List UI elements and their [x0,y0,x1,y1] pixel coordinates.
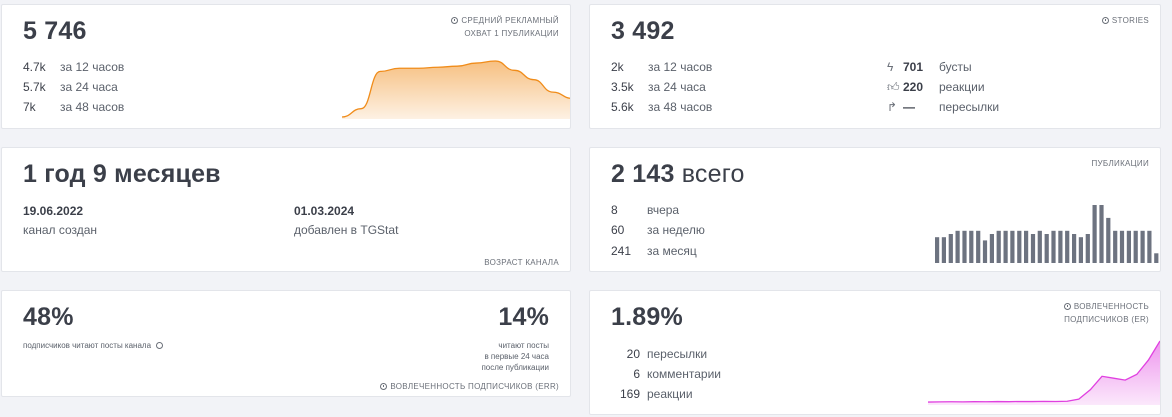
posts-bar [1044,234,1049,263]
stories-boosts: ϟ 701 бусты [887,57,972,77]
stories-reactions: 👍︎ 220 реакции [887,77,985,97]
posts-bar [955,230,960,263]
er-row-forwards: 20 пересылки [626,347,708,361]
age-value: 1 год 9 месяцев [23,160,221,188]
posts-bar [996,230,1001,263]
stories-forwards: ↱ — пересылки [887,97,999,117]
posts-bar [1010,230,1015,263]
posts-bar-chart [935,205,1159,263]
er-value: 1.89% [611,303,683,331]
age-corner-label: ВОЗРАСТ КАНАЛА [484,258,559,267]
info-icon [1063,303,1071,310]
age-card: 1 год 9 месяцев 19.06.2022 канал создан … [1,147,571,272]
reach-row-48h: 7k за 48 часов [23,100,125,114]
stories-row-12h: 2k за 12 часов [611,60,713,74]
info-icon [451,17,459,24]
err-24h-caption: читают посты в первые 24 часа после публ… [481,341,549,372]
posts-row-month: 241 за месяц [611,244,697,258]
err-value: 48% [23,303,74,331]
posts-bar [1017,230,1022,263]
lightning-icon: ϟ [887,60,894,74]
info-icon [1101,17,1109,24]
sparkline-line [928,340,1160,403]
posts-row-yesterday: 8 вчера [611,203,680,217]
reach-corner-label[interactable]: СРЕДНИЙ РЕКЛАМНЫЙ ОХВАТ 1 ПУБЛИКАЦИИ [451,14,559,40]
err-corner-label[interactable]: ВОВЛЕЧЕННОСТЬ ПОДПИСЧИКОВ (ERR) [380,380,559,393]
er-card: 1.89% ВОВЛЕЧЕННОСТЬ ПОДПИСЧИКОВ (ER) 20 п… [589,290,1161,415]
posts-bar [1051,230,1056,263]
stories-row-48h: 5.6k за 48 часов [611,100,713,114]
posts-bar [935,237,940,263]
stories-corner-label[interactable]: STORIES [1101,14,1149,27]
posts-bar [962,230,967,263]
posts-bar [1099,205,1104,263]
stories-value: 3 492 [611,17,675,45]
added-date: 01.03.2024 [294,204,355,218]
posts-bar [1078,237,1083,263]
created-label: канал создан [23,223,98,237]
err-caption: подписчиков читают посты канала [23,340,164,351]
info-icon[interactable] [156,342,164,349]
stories-row-24h: 3.5k за 24 часа [611,80,706,94]
er-row-reactions: 169 реакции [619,387,693,401]
sparkline-area [928,341,1160,405]
posts-bar [1072,234,1077,263]
sparkline-area [342,61,570,119]
sparkline-line [342,60,570,118]
reach-sparkline [342,60,570,119]
posts-bar [1133,230,1138,263]
reach-card: 5 746 СРЕДНИЙ РЕКЛАМНЫЙ ОХВАТ 1 ПУБЛИКАЦ… [1,4,571,129]
added-label: добавлен в TGStat [294,223,399,237]
stories-card: 3 492 STORIES 2k за 12 часов 3.5k за 24 ча… [589,4,1161,129]
er-corner-label[interactable]: ВОВЛЕЧЕННОСТЬ ПОДПИСЧИКОВ (ER) [1063,302,1149,324]
posts-bar [1024,230,1029,263]
posts-bar [1030,234,1036,263]
share-arrow-icon: ↱ [887,100,898,114]
posts-bar [1037,230,1042,263]
err-card: 48% подписчиков читают посты канала 14% … [1,290,571,397]
created-date: 19.06.2022 [23,204,84,218]
posts-bar [1147,230,1152,263]
posts-bar [948,234,953,263]
posts-card: 2 143 всего ПУБЛИКАЦИИ 8 вчера 60 за недел… [589,147,1161,272]
err-24h-value: 14% [498,303,549,331]
posts-corner-label: ПУБЛИКАЦИИ [1091,159,1149,168]
posts-bar [1106,217,1111,263]
posts-bar [1113,230,1118,263]
posts-bar [1154,253,1159,263]
info-icon [380,383,388,390]
posts-bar [1058,230,1063,263]
reach-row-12h: 4.7k за 12 часов [23,60,125,74]
posts-bar [941,237,946,263]
posts-bar [1085,234,1090,263]
posts-bar [976,230,981,263]
posts-bar [982,240,988,263]
thumbs-up-icon: 👍︎ [887,80,900,94]
er-row-comments: 6 комментарии [633,367,721,381]
posts-bar [1092,205,1097,263]
posts-bar [1126,230,1131,263]
posts-value: 2 143 всего [611,160,745,188]
posts-bar [1119,230,1125,263]
posts-bar [989,234,994,263]
posts-bar [1065,230,1070,263]
reach-row-24h: 5.7k за 24 часа [23,80,118,94]
posts-bar [969,230,974,263]
er-sparkline [928,340,1160,405]
reach-value: 5 746 [23,17,87,45]
posts-bar [1003,230,1008,263]
posts-bar [1140,230,1145,263]
posts-row-week: 60 за неделю [611,223,705,237]
